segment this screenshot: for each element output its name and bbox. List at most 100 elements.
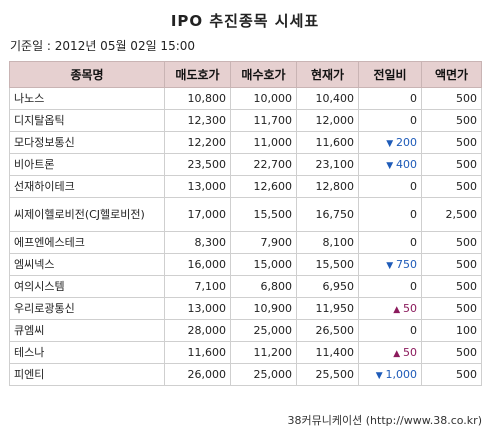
- up-triangle-icon: ▲: [393, 349, 403, 359]
- cell-change: 0: [358, 197, 422, 232]
- cell-ask: 26,000: [164, 363, 231, 386]
- table-header-row: 종목명 매도호가 매수호가 현재가 전일비 액면가: [9, 61, 482, 88]
- cell-name: 우리로광통신: [9, 297, 165, 320]
- cell-ask: 13,000: [164, 175, 231, 198]
- cell-name-value: 여의시스템: [14, 280, 65, 293]
- cell-name: 여의시스템: [9, 275, 165, 298]
- cell-ask: 13,000: [164, 297, 231, 320]
- cell-ask: 12,300: [164, 109, 231, 132]
- cell-par-value: 2,500: [445, 208, 478, 221]
- cell-bid: 12,600: [230, 175, 297, 198]
- cell-par: 500: [421, 253, 482, 276]
- cell-par: 500: [421, 297, 482, 320]
- cell-ask-value: 26,000: [187, 368, 227, 381]
- cell-change-value: 0: [410, 236, 417, 249]
- cell-ask: 11,600: [164, 341, 231, 364]
- cell-bid-value: 15,000: [253, 258, 293, 271]
- cell-name-value: 에프엔에스테크: [14, 236, 85, 249]
- cell-ask: 7,100: [164, 275, 231, 298]
- cell-par: 500: [421, 275, 482, 298]
- cell-name-value: 비아트론: [14, 158, 55, 171]
- cell-ask: 8,300: [164, 231, 231, 254]
- header-bid: 매수호가: [230, 61, 297, 88]
- cell-change: 0: [358, 109, 422, 132]
- table-row: 우리로광통신 13,000 10,900 11,950 ▲ 50 500: [9, 297, 482, 320]
- cell-name-value: 나노스: [14, 92, 45, 105]
- cell-price: 11,600: [296, 131, 359, 154]
- cell-name: 디지탈옵틱: [9, 109, 165, 132]
- cell-price: 12,800: [296, 175, 359, 198]
- cell-price: 12,000: [296, 109, 359, 132]
- cell-price: 6,950: [296, 275, 359, 298]
- cell-ask: 16,000: [164, 253, 231, 276]
- cell-change-value: 0: [410, 92, 417, 105]
- cell-bid-value: 7,900: [260, 236, 293, 249]
- cell-bid-value: 11,700: [253, 114, 293, 127]
- source-footer: 38커뮤니케이션 (http://www.38.co.kr): [287, 414, 482, 427]
- cell-price: 15,500: [296, 253, 359, 276]
- cell-par-value: 500: [456, 92, 477, 105]
- cell-name: 비아트론: [9, 153, 165, 176]
- cell-price-value: 6,950: [322, 280, 355, 293]
- cell-par-value: 500: [456, 136, 477, 149]
- cell-price: 25,500: [296, 363, 359, 386]
- cell-bid-value: 6,800: [260, 280, 293, 293]
- cell-name-value: 선재하이테크: [14, 180, 75, 193]
- cell-par-value: 500: [456, 280, 477, 293]
- cell-change: 0: [358, 319, 422, 342]
- cell-change-value: 0: [410, 324, 417, 337]
- cell-price-value: 11,400: [315, 346, 355, 359]
- cell-par-value: 100: [456, 324, 477, 337]
- cell-name-value: 디지탈옵틱: [14, 114, 65, 127]
- cell-price-value: 15,500: [315, 258, 355, 271]
- ipo-price-table: 종목명 매도호가 매수호가 현재가 전일비 액면가 나노스 10,800 10,00…: [9, 61, 482, 386]
- cell-bid: 7,900: [230, 231, 297, 254]
- cell-par: 500: [421, 87, 482, 110]
- cell-change-value: 0: [410, 180, 417, 193]
- cell-change-value: 0: [410, 208, 417, 221]
- down-triangle-icon: ▼: [386, 139, 396, 149]
- cell-bid-value: 11,000: [253, 136, 293, 149]
- cell-par: 500: [421, 363, 482, 386]
- cell-par-value: 500: [456, 346, 477, 359]
- table-row: 디지탈옵틱 12,300 11,700 12,000 0 500: [9, 109, 482, 132]
- cell-par: 500: [421, 175, 482, 198]
- cell-price: 23,100: [296, 153, 359, 176]
- cell-change: 0: [358, 231, 422, 254]
- cell-bid: 25,000: [230, 319, 297, 342]
- cell-price: 8,100: [296, 231, 359, 254]
- cell-name: 씨제이헬로비전(CJ헬로비전): [9, 197, 165, 232]
- cell-ask: 12,200: [164, 131, 231, 154]
- cell-change-value: 0: [410, 114, 417, 127]
- cell-name: 선재하이테크: [9, 175, 165, 198]
- cell-par: 2,500: [421, 197, 482, 232]
- cell-name-value: 우리로광통신: [14, 302, 75, 315]
- cell-change-value: 0: [410, 280, 417, 293]
- table-row: 큐엠씨 28,000 25,000 26,500 0 100: [9, 319, 482, 342]
- cell-bid: 11,000: [230, 131, 297, 154]
- cell-bid-value: 15,500: [253, 208, 293, 221]
- cell-change: 0: [358, 275, 422, 298]
- down-triangle-icon: ▼: [375, 371, 386, 381]
- cell-bid: 6,800: [230, 275, 297, 298]
- cell-ask-value: 10,800: [187, 92, 227, 105]
- cell-price-value: 25,500: [315, 368, 355, 381]
- cell-price: 26,500: [296, 319, 359, 342]
- cell-name: 나노스: [9, 87, 165, 110]
- cell-ask-value: 13,000: [187, 180, 227, 193]
- cell-ask-value: 11,600: [187, 346, 227, 359]
- cell-change-value: 200: [396, 136, 417, 149]
- cell-par-value: 500: [456, 158, 477, 171]
- cell-change: 0: [358, 175, 422, 198]
- cell-ask-value: 17,000: [187, 208, 227, 221]
- cell-par-value: 500: [456, 236, 477, 249]
- cell-par: 100: [421, 319, 482, 342]
- cell-ask-value: 16,000: [187, 258, 227, 271]
- table-row: 에프엔에스테크 8,300 7,900 8,100 0 500: [9, 231, 482, 254]
- cell-bid: 11,700: [230, 109, 297, 132]
- cell-change: ▼ 400: [358, 153, 422, 176]
- base-date: 기준일 : 2012년 05월 02일 15:00: [10, 39, 196, 53]
- cell-change-value: 750: [396, 258, 417, 271]
- cell-ask: 17,000: [164, 197, 231, 232]
- cell-change: ▲ 50: [358, 297, 422, 320]
